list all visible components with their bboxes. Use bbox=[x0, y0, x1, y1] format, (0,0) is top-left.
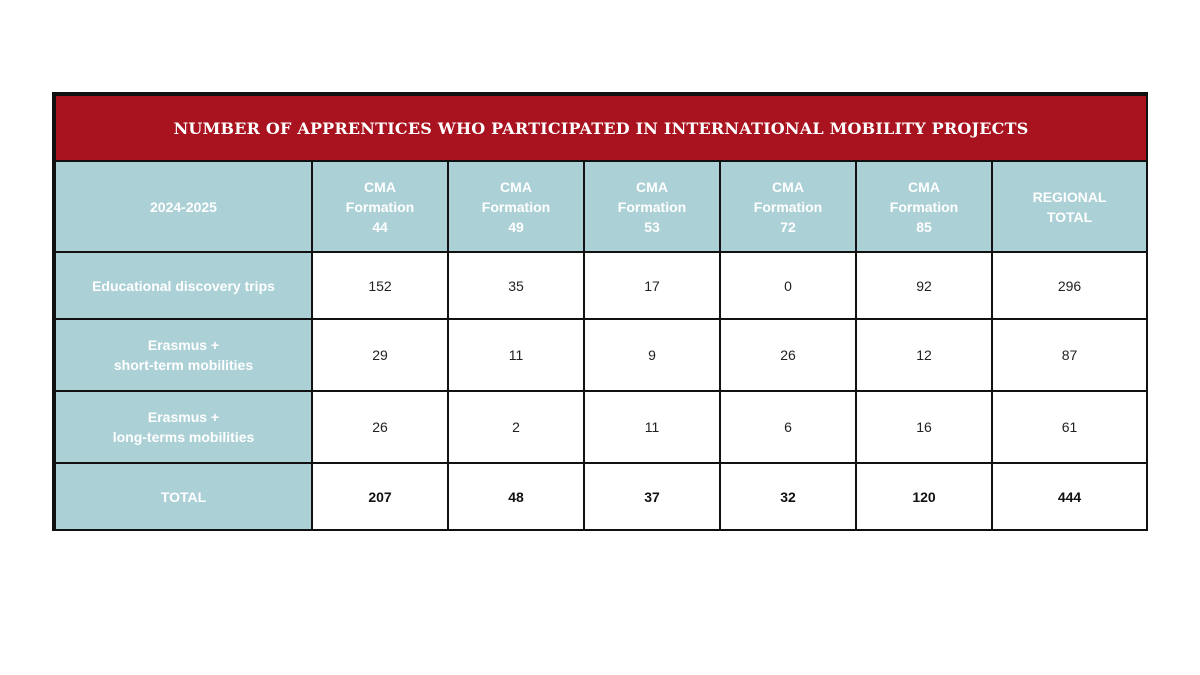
row-label-short-term: Erasmus + short-term mobilities bbox=[54, 318, 313, 392]
total-cell: 444 bbox=[990, 462, 1149, 531]
column-header-line: Formation bbox=[753, 198, 823, 215]
column-header-line: 53 bbox=[644, 218, 660, 235]
mobility-table: NUMBER OF APPRENTICES WHO PARTICIPATED I… bbox=[53, 94, 1149, 531]
table-cell: 16 bbox=[855, 390, 993, 464]
column-header-cma-85: CMA Formation 85 bbox=[855, 160, 993, 253]
table-row: Erasmus + short-term mobilities 29 11 9 … bbox=[54, 318, 1149, 392]
table-cell: 2 bbox=[447, 390, 585, 464]
table-row: Erasmus + long-terms mobilities 26 2 11 … bbox=[54, 390, 1149, 464]
corner-label: 2024-2025 bbox=[54, 160, 313, 253]
table-cell: 87 bbox=[990, 318, 1149, 392]
table-cell: 9 bbox=[583, 318, 721, 392]
row-label-line: short-term mobilities bbox=[113, 357, 254, 373]
table-cell: 296 bbox=[990, 251, 1149, 320]
total-cell: 37 bbox=[583, 462, 721, 531]
column-header-line: 72 bbox=[780, 218, 796, 235]
column-header-regional-total: REGIONAL TOTAL bbox=[990, 160, 1149, 253]
column-header-line: CMA bbox=[364, 178, 396, 195]
total-cell: 32 bbox=[719, 462, 857, 531]
column-header-line: TOTAL bbox=[1046, 208, 1093, 225]
table-cell: 11 bbox=[583, 390, 721, 464]
column-header-line: 85 bbox=[916, 218, 932, 235]
column-header-cma-72: CMA Formation 72 bbox=[719, 160, 857, 253]
row-label-line: Erasmus + bbox=[147, 409, 220, 425]
column-header-line: 49 bbox=[508, 218, 524, 235]
column-header-line: CMA bbox=[500, 178, 532, 195]
column-header-cma-49: CMA Formation 49 bbox=[447, 160, 585, 253]
column-header-line: Formation bbox=[345, 198, 415, 215]
row-label-line: long-terms mobilities bbox=[112, 429, 255, 445]
table-cell: 152 bbox=[311, 251, 449, 320]
table-cell: 0 bbox=[719, 251, 857, 320]
column-header-line: 44 bbox=[372, 218, 388, 235]
table-cell: 29 bbox=[311, 318, 449, 392]
column-header-line: Formation bbox=[617, 198, 687, 215]
table-cell: 17 bbox=[583, 251, 721, 320]
total-cell: 48 bbox=[447, 462, 585, 531]
table-row: Educational discovery trips 152 35 17 0 … bbox=[54, 251, 1149, 320]
table-title: NUMBER OF APPRENTICES WHO PARTICIPATED I… bbox=[53, 94, 1149, 162]
column-header-cma-53: CMA Formation 53 bbox=[583, 160, 721, 253]
row-label-total: TOTAL bbox=[54, 462, 313, 531]
column-header-cma-44: CMA Formation 44 bbox=[311, 160, 449, 253]
table-cell: 26 bbox=[311, 390, 449, 464]
column-header-line: CMA bbox=[636, 178, 668, 195]
header-row: 2024-2025 CMA Formation 44 CMA Formation… bbox=[54, 160, 1149, 253]
row-label-line: Erasmus + bbox=[147, 337, 220, 353]
table-cell: 26 bbox=[719, 318, 857, 392]
table-cell: 35 bbox=[447, 251, 585, 320]
mobility-table-container: NUMBER OF APPRENTICES WHO PARTICIPATED I… bbox=[52, 92, 1149, 531]
row-label-long-term: Erasmus + long-terms mobilities bbox=[54, 390, 313, 464]
total-row: TOTAL 207 48 37 32 120 444 bbox=[54, 462, 1149, 531]
table-cell: 6 bbox=[719, 390, 857, 464]
column-header-line: Formation bbox=[481, 198, 551, 215]
table-cell: 61 bbox=[990, 390, 1149, 464]
column-header-line: CMA bbox=[772, 178, 804, 195]
table-cell: 11 bbox=[447, 318, 585, 392]
table-cell: 12 bbox=[855, 318, 993, 392]
row-label-discovery-trips: Educational discovery trips bbox=[54, 251, 313, 320]
column-header-line: CMA bbox=[908, 178, 940, 195]
total-cell: 207 bbox=[311, 462, 449, 531]
total-cell: 120 bbox=[855, 462, 993, 531]
column-header-line: REGIONAL bbox=[1032, 188, 1107, 205]
table-cell: 92 bbox=[855, 251, 993, 320]
column-header-line: Formation bbox=[889, 198, 959, 215]
